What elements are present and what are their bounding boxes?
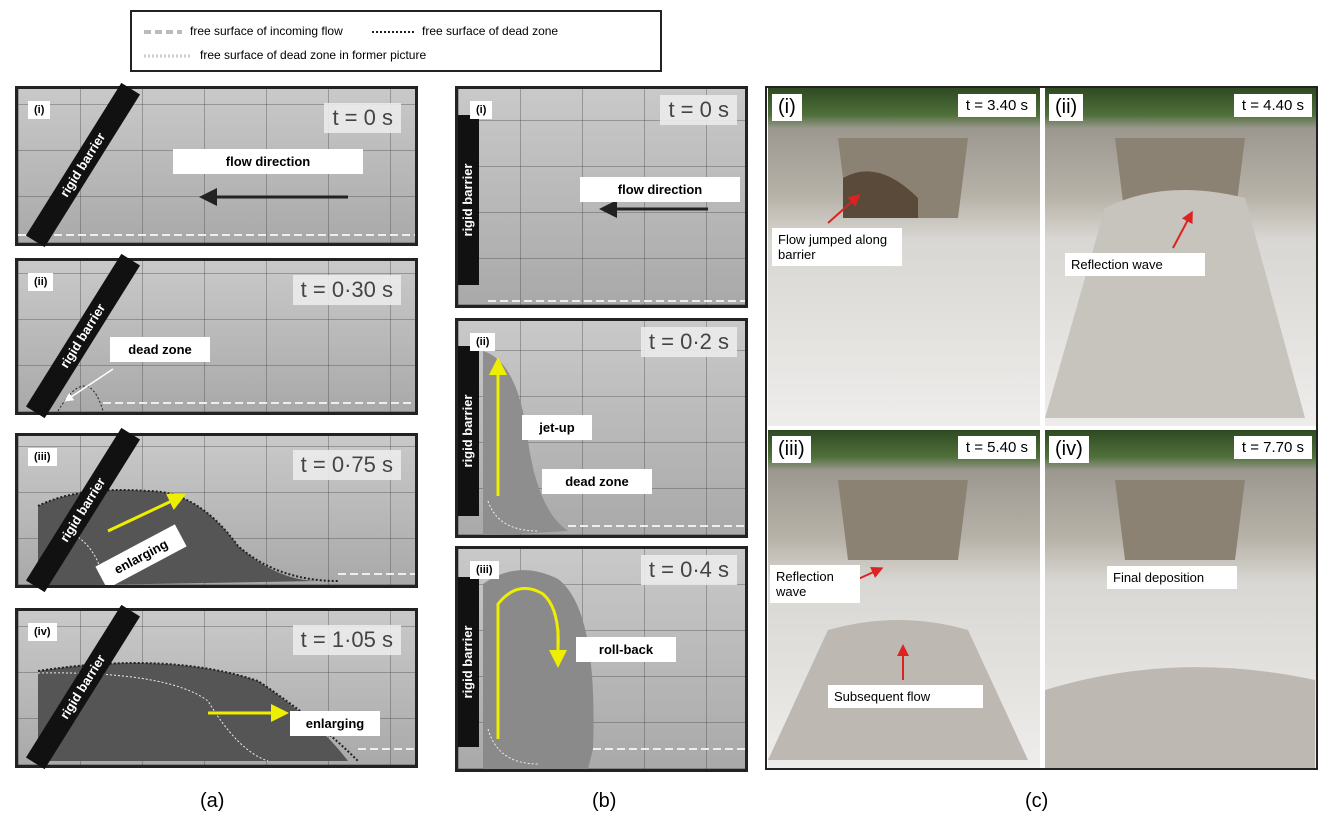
shape <box>1045 667 1315 768</box>
shape <box>1115 480 1245 560</box>
shape <box>58 386 103 411</box>
shape <box>838 480 968 560</box>
time-label: t = 4.40 s <box>1234 94 1312 117</box>
annotation: jet-up <box>522 415 592 440</box>
barrier-label: rigid barrier <box>457 346 479 516</box>
legend-symbols <box>132 12 662 72</box>
annotation: Final deposition <box>1107 566 1237 589</box>
time-label: t = 3.40 s <box>958 94 1036 117</box>
annotation: flow direction <box>580 177 740 202</box>
annotation: flow direction <box>173 149 363 174</box>
photo-frame: rigid barrier(iii) t = 0·4 s roll-back <box>455 546 748 772</box>
photo-frame: rigid barrier(ii) t = 0·2 s jet-up dead zon… <box>455 318 748 538</box>
annotation: roll-back <box>576 637 676 662</box>
annotation: dead zone <box>542 469 652 494</box>
time-label: t = 7.70 s <box>1234 436 1312 459</box>
shape <box>1045 190 1305 418</box>
frame-label: (iii) <box>470 561 499 579</box>
shape <box>483 351 568 536</box>
time-label: t = 0 s <box>660 95 737 125</box>
legend-label: free surface of incoming flow <box>190 24 343 38</box>
frame-label: (iv) <box>1049 436 1089 463</box>
overlay <box>1045 430 1316 768</box>
annotation: Subsequent flow <box>828 685 983 708</box>
time-label: t = 5.40 s <box>958 436 1036 459</box>
barrier-label: rigid barrier <box>457 115 479 285</box>
annotation: dead zone <box>110 337 210 362</box>
frame-label: (ii) <box>1049 94 1083 121</box>
photo: (ii) t = 4.40 s Reflection wave <box>1045 88 1316 426</box>
frame-label: (ii) <box>470 333 495 351</box>
frame-label: (iv) <box>28 623 57 641</box>
caption: (c) <box>1025 790 1048 813</box>
photo: (iii) t = 5.40 s Reflection wave Subsequent… <box>768 430 1040 768</box>
time-label: t = 0·30 s <box>293 275 401 305</box>
spacer <box>645 84 649 85</box>
photo: (iv) t = 7.70 s Final deposition <box>1045 430 1316 768</box>
legend-label: free surface of dead zone <box>422 24 558 38</box>
frame-label: (ii) <box>28 273 53 291</box>
frame-label: (i) <box>772 94 802 121</box>
photo-frame: rigid barrier(i) t = 0 s flow direction <box>455 86 748 308</box>
figure: free surface of incoming flow free surfa… <box>0 0 1320 820</box>
time-label: t = 1·05 s <box>293 625 401 655</box>
annotation: Flow jumped along barrier <box>772 228 902 266</box>
frame-label: (i) <box>28 101 50 119</box>
legend-label: free surface of dead zone in former pict… <box>200 48 426 62</box>
frame-label: (i) <box>470 101 492 119</box>
legend: free surface of incoming flow free surfa… <box>130 10 662 72</box>
annotation: enlarging <box>290 711 380 736</box>
photo: (i) t = 3.40 s Flow jumped along barrier <box>768 88 1040 426</box>
arrow <box>68 369 113 399</box>
time-label: t = 0 s <box>324 103 401 133</box>
time-label: t = 0·75 s <box>293 450 401 480</box>
frame-label: (iii) <box>772 436 811 463</box>
time-label: t = 0·2 s <box>641 327 737 357</box>
annotation: Reflection wave <box>770 565 860 603</box>
frame-label: (iii) <box>28 448 57 466</box>
time-label: t = 0·4 s <box>641 555 737 585</box>
caption: (a) <box>200 790 224 813</box>
annotation: Reflection wave <box>1065 253 1205 276</box>
barrier-label: rigid barrier <box>457 577 479 747</box>
caption: (b) <box>592 790 616 813</box>
